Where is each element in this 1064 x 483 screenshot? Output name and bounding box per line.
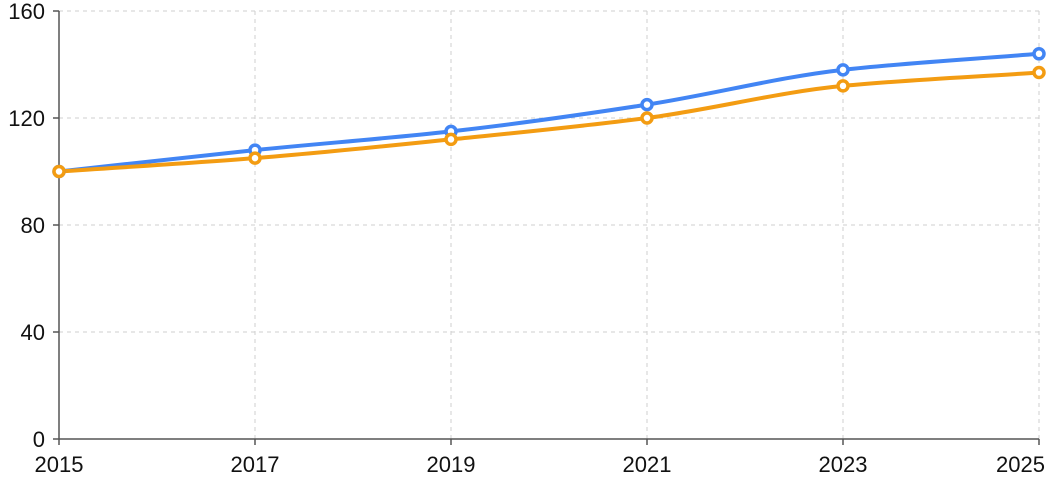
series-0-point	[640, 97, 654, 112]
series-1-point	[444, 132, 458, 147]
y-tick-label: 160	[8, 0, 45, 24]
series-1-point	[1032, 65, 1046, 80]
series-1-point	[248, 151, 262, 165]
x-tick-label: 2017	[231, 452, 280, 477]
x-tick-label: 2021	[623, 452, 672, 477]
grid	[59, 10, 1040, 439]
series-line-0	[57, 51, 1041, 174]
series-group	[52, 47, 1046, 179]
x-tick-label: 2019	[427, 452, 476, 477]
series-0-point	[1032, 47, 1046, 61]
x-tick-label: 2025	[996, 452, 1045, 477]
axes	[53, 10, 1040, 445]
y-tick-label: 0	[33, 427, 45, 452]
series-1-point	[836, 79, 850, 93]
series-1-point	[52, 164, 66, 179]
series-0-point	[836, 63, 850, 77]
y-tick-label: 80	[21, 213, 45, 238]
series-line-1	[57, 70, 1041, 174]
y-tick-label: 40	[21, 320, 45, 345]
y-tick-label: 120	[8, 106, 45, 131]
series-1-point	[640, 111, 654, 125]
tick-labels: 0 40 80 120 160 2015 2017 2019 2021 2023 2025	[8, 0, 1045, 477]
x-tick-label: 2023	[819, 452, 868, 477]
x-tick-label: 2015	[35, 452, 84, 477]
